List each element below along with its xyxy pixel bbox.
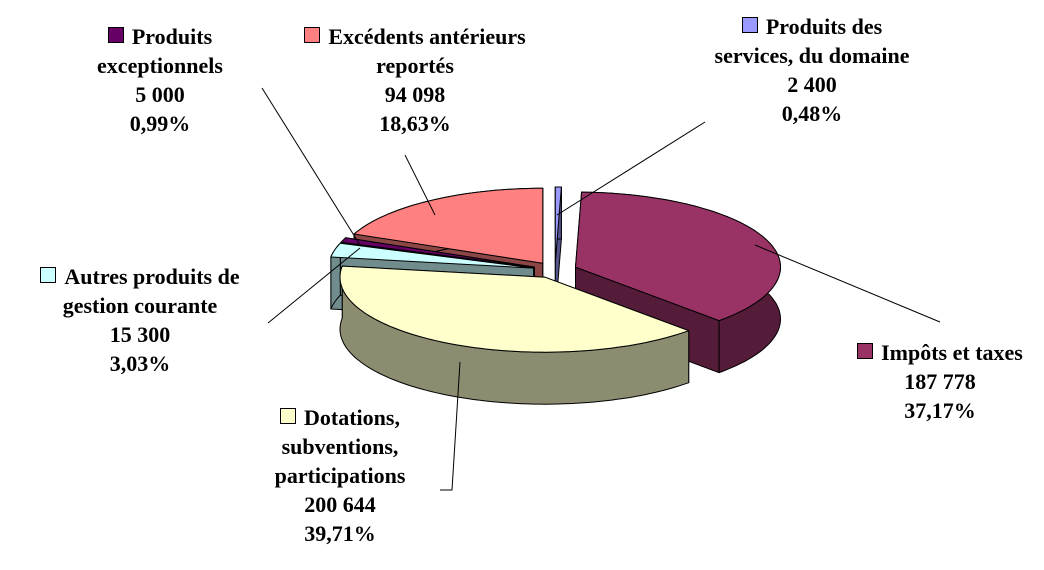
data-label: Impôts et taxes 187 778 37,17% (825, 338, 1044, 425)
value-label: 5 000 (135, 82, 185, 107)
percent-label: 0,48% (781, 101, 843, 126)
legend-swatch (741, 17, 758, 33)
data-label: Autres produits de gestion courante 15 30… (5, 262, 275, 378)
leader-line (556, 121, 706, 216)
value-label: 200 644 (304, 492, 376, 517)
percent-label: 39,71% (304, 521, 376, 546)
legend-swatch (40, 267, 57, 283)
slice (330, 242, 535, 269)
leader-line (440, 361, 461, 491)
percent-label: 37,17% (904, 398, 976, 423)
percent-label: 0,99% (129, 111, 191, 136)
value-label: 15 300 (109, 322, 171, 347)
slice (353, 187, 544, 264)
value-label: 94 098 (384, 82, 446, 107)
leader-line (267, 247, 361, 324)
data-label: Excédents antérieurs reportés 94 098 18,63… (275, 22, 555, 138)
legend-swatch (857, 343, 874, 359)
slice (340, 237, 535, 268)
slice (575, 191, 781, 322)
percent-label: 3,03% (109, 351, 171, 376)
data-label: Dotations, subventions, participations 20… (225, 403, 455, 548)
data-label: Produits exceptionnels 5 000 0,99% (60, 22, 260, 138)
value-label: 187 778 (904, 369, 976, 394)
leader-line (404, 154, 436, 216)
legend-swatch (280, 408, 297, 424)
category-label: Produits des services, du domaine (714, 14, 910, 68)
leader-line (261, 87, 361, 246)
legend-swatch (304, 27, 321, 43)
percent-label: 18,63% (379, 111, 451, 136)
category-label: Impôts et taxes (881, 340, 1023, 365)
value-label: 2 400 (787, 72, 837, 97)
data-label: Produits des services, du domaine 2 400 0,… (702, 12, 922, 128)
category-label: Dotations, subventions, participations (274, 405, 406, 488)
category-label: Produits exceptionnels (97, 24, 223, 78)
category-label: Excédents antérieurs reportés (328, 24, 526, 78)
category-label: Autres produits de gestion courante (62, 264, 240, 318)
legend-swatch (107, 27, 124, 43)
leader-line (754, 244, 941, 323)
slice (554, 186, 562, 263)
slice (339, 265, 690, 353)
